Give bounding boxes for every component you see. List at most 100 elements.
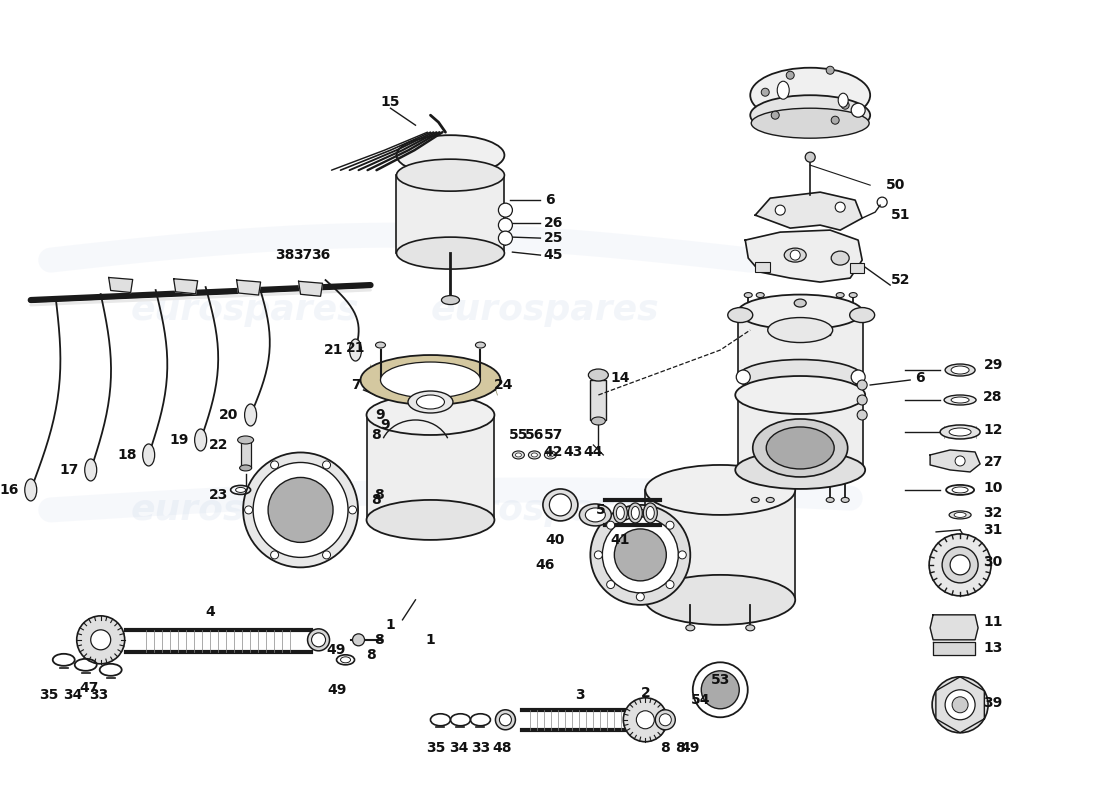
Circle shape bbox=[945, 690, 975, 720]
Text: 8: 8 bbox=[660, 741, 670, 754]
Text: 27: 27 bbox=[983, 455, 1003, 469]
Text: 41: 41 bbox=[610, 533, 630, 547]
Text: 16: 16 bbox=[0, 483, 19, 497]
Text: 3: 3 bbox=[575, 688, 585, 702]
Text: 34: 34 bbox=[63, 688, 82, 702]
Circle shape bbox=[244, 506, 253, 514]
Circle shape bbox=[857, 380, 867, 390]
Ellipse shape bbox=[940, 425, 980, 439]
Ellipse shape bbox=[253, 462, 348, 558]
Text: 18: 18 bbox=[117, 448, 136, 462]
Text: 35: 35 bbox=[40, 688, 58, 702]
Polygon shape bbox=[746, 230, 862, 282]
Circle shape bbox=[322, 551, 330, 559]
Ellipse shape bbox=[585, 508, 605, 522]
Ellipse shape bbox=[826, 498, 834, 502]
Text: 55: 55 bbox=[508, 428, 528, 442]
Ellipse shape bbox=[240, 465, 252, 471]
Ellipse shape bbox=[235, 487, 245, 493]
Text: 7: 7 bbox=[351, 378, 361, 392]
Text: 56: 56 bbox=[525, 428, 544, 442]
Ellipse shape bbox=[751, 108, 869, 138]
Text: 37: 37 bbox=[293, 248, 312, 262]
Text: 32: 32 bbox=[983, 506, 1003, 520]
Ellipse shape bbox=[531, 453, 538, 457]
Circle shape bbox=[90, 630, 111, 650]
Ellipse shape bbox=[735, 451, 866, 489]
Ellipse shape bbox=[750, 68, 870, 122]
Circle shape bbox=[776, 205, 785, 215]
Ellipse shape bbox=[580, 504, 612, 526]
Ellipse shape bbox=[616, 506, 625, 519]
Text: 8: 8 bbox=[374, 633, 384, 647]
Ellipse shape bbox=[513, 451, 525, 459]
Ellipse shape bbox=[375, 342, 385, 348]
Text: 35: 35 bbox=[426, 741, 446, 754]
Polygon shape bbox=[298, 282, 322, 296]
Text: 33: 33 bbox=[89, 688, 108, 702]
Circle shape bbox=[790, 250, 800, 260]
Ellipse shape bbox=[244, 404, 256, 426]
Circle shape bbox=[832, 116, 839, 124]
Text: 8: 8 bbox=[365, 648, 375, 662]
Circle shape bbox=[349, 506, 356, 514]
Ellipse shape bbox=[238, 436, 254, 444]
Text: 44: 44 bbox=[584, 445, 603, 459]
Ellipse shape bbox=[516, 453, 521, 457]
Text: 9: 9 bbox=[376, 408, 385, 422]
Text: 23: 23 bbox=[209, 488, 229, 502]
Text: 46: 46 bbox=[536, 558, 556, 572]
Ellipse shape bbox=[752, 419, 848, 477]
Ellipse shape bbox=[656, 710, 675, 730]
Ellipse shape bbox=[738, 294, 862, 330]
Circle shape bbox=[851, 103, 866, 118]
Text: 43: 43 bbox=[563, 445, 583, 459]
Polygon shape bbox=[756, 192, 862, 230]
Circle shape bbox=[835, 202, 845, 212]
Ellipse shape bbox=[954, 513, 966, 518]
Text: 51: 51 bbox=[890, 208, 910, 222]
Ellipse shape bbox=[308, 629, 330, 651]
Ellipse shape bbox=[624, 698, 668, 742]
Ellipse shape bbox=[849, 307, 875, 322]
Ellipse shape bbox=[659, 714, 671, 726]
Bar bbox=[366, 415, 494, 520]
Circle shape bbox=[842, 102, 849, 110]
Text: 9: 9 bbox=[381, 418, 390, 432]
Ellipse shape bbox=[628, 503, 642, 523]
Text: 13: 13 bbox=[983, 641, 1003, 655]
Bar bbox=[646, 490, 795, 600]
Text: 36: 36 bbox=[311, 248, 330, 262]
Text: 8: 8 bbox=[371, 493, 381, 507]
Text: 49: 49 bbox=[328, 682, 348, 697]
Text: 17: 17 bbox=[59, 463, 78, 477]
Ellipse shape bbox=[475, 342, 485, 348]
Text: 40: 40 bbox=[546, 533, 565, 547]
Ellipse shape bbox=[647, 506, 654, 519]
Polygon shape bbox=[109, 278, 133, 293]
Text: 14: 14 bbox=[610, 371, 630, 385]
Circle shape bbox=[736, 370, 750, 384]
Text: 31: 31 bbox=[983, 523, 1003, 537]
Text: 1: 1 bbox=[426, 633, 436, 647]
Circle shape bbox=[607, 581, 615, 589]
Text: 47: 47 bbox=[79, 681, 98, 694]
Text: 30: 30 bbox=[983, 555, 1003, 569]
Text: 11: 11 bbox=[983, 615, 1003, 629]
Ellipse shape bbox=[195, 429, 207, 451]
Polygon shape bbox=[174, 278, 198, 294]
Circle shape bbox=[607, 522, 615, 530]
Text: 39: 39 bbox=[983, 696, 1003, 710]
Ellipse shape bbox=[767, 427, 834, 469]
Ellipse shape bbox=[366, 395, 494, 435]
Circle shape bbox=[271, 551, 278, 559]
Ellipse shape bbox=[350, 339, 362, 361]
Text: 42: 42 bbox=[543, 445, 563, 459]
Text: 21: 21 bbox=[345, 341, 365, 355]
Circle shape bbox=[857, 395, 867, 405]
Ellipse shape bbox=[495, 710, 516, 730]
Ellipse shape bbox=[646, 465, 795, 515]
Text: 1: 1 bbox=[386, 618, 395, 632]
Ellipse shape bbox=[591, 505, 691, 605]
Text: 12: 12 bbox=[983, 423, 1003, 437]
